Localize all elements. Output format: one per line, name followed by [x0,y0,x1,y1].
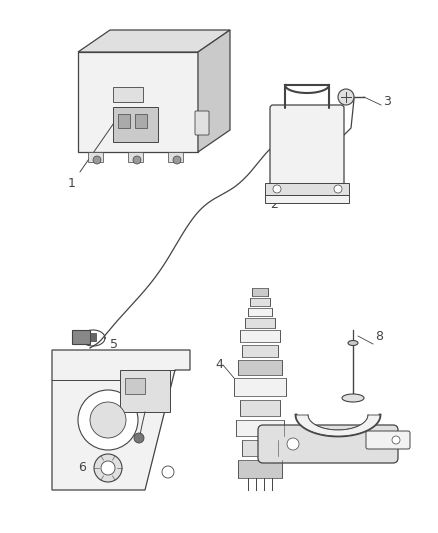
Circle shape [90,402,126,438]
Bar [128,152,143,162]
Bar [234,378,286,396]
Bar [113,107,158,142]
Text: 7: 7 [316,453,324,466]
Text: 1: 1 [68,122,114,190]
Polygon shape [198,30,230,152]
Bar [248,308,272,316]
Bar [240,330,280,342]
Circle shape [134,433,144,443]
Bar [125,378,145,394]
Bar [265,195,349,203]
Circle shape [338,89,354,105]
Text: 2: 2 [270,198,278,211]
Circle shape [94,454,122,482]
Bar [245,318,275,328]
Text: 6: 6 [78,461,86,474]
Polygon shape [78,52,198,152]
Polygon shape [296,415,380,436]
Bar [135,114,147,128]
Circle shape [93,156,101,164]
Text: 8: 8 [375,330,383,343]
Circle shape [287,438,299,450]
FancyBboxPatch shape [195,111,209,135]
Ellipse shape [348,341,358,345]
Bar [242,440,278,456]
Bar [90,333,96,341]
Bar [120,370,170,412]
Bar [252,288,268,296]
Bar [240,400,280,416]
Circle shape [392,436,400,444]
Text: 5: 5 [110,338,118,351]
Bar [88,152,103,162]
FancyBboxPatch shape [270,105,344,186]
Bar [265,183,349,195]
Bar [118,114,130,128]
Circle shape [133,156,141,164]
Circle shape [334,185,342,193]
Bar [72,330,90,344]
Bar [236,420,284,436]
Polygon shape [52,350,190,490]
FancyBboxPatch shape [258,425,398,463]
Circle shape [78,390,138,450]
Bar [250,298,270,306]
Circle shape [273,185,281,193]
Ellipse shape [342,394,364,402]
FancyBboxPatch shape [366,431,410,449]
Circle shape [173,156,181,164]
Bar [113,87,143,102]
Bar [168,152,183,162]
Bar [242,345,278,357]
Bar [238,360,282,375]
Polygon shape [78,30,230,52]
Circle shape [162,466,174,478]
Text: 4: 4 [215,358,223,371]
Text: 3: 3 [383,95,391,108]
Circle shape [101,461,115,475]
Bar [238,460,282,478]
